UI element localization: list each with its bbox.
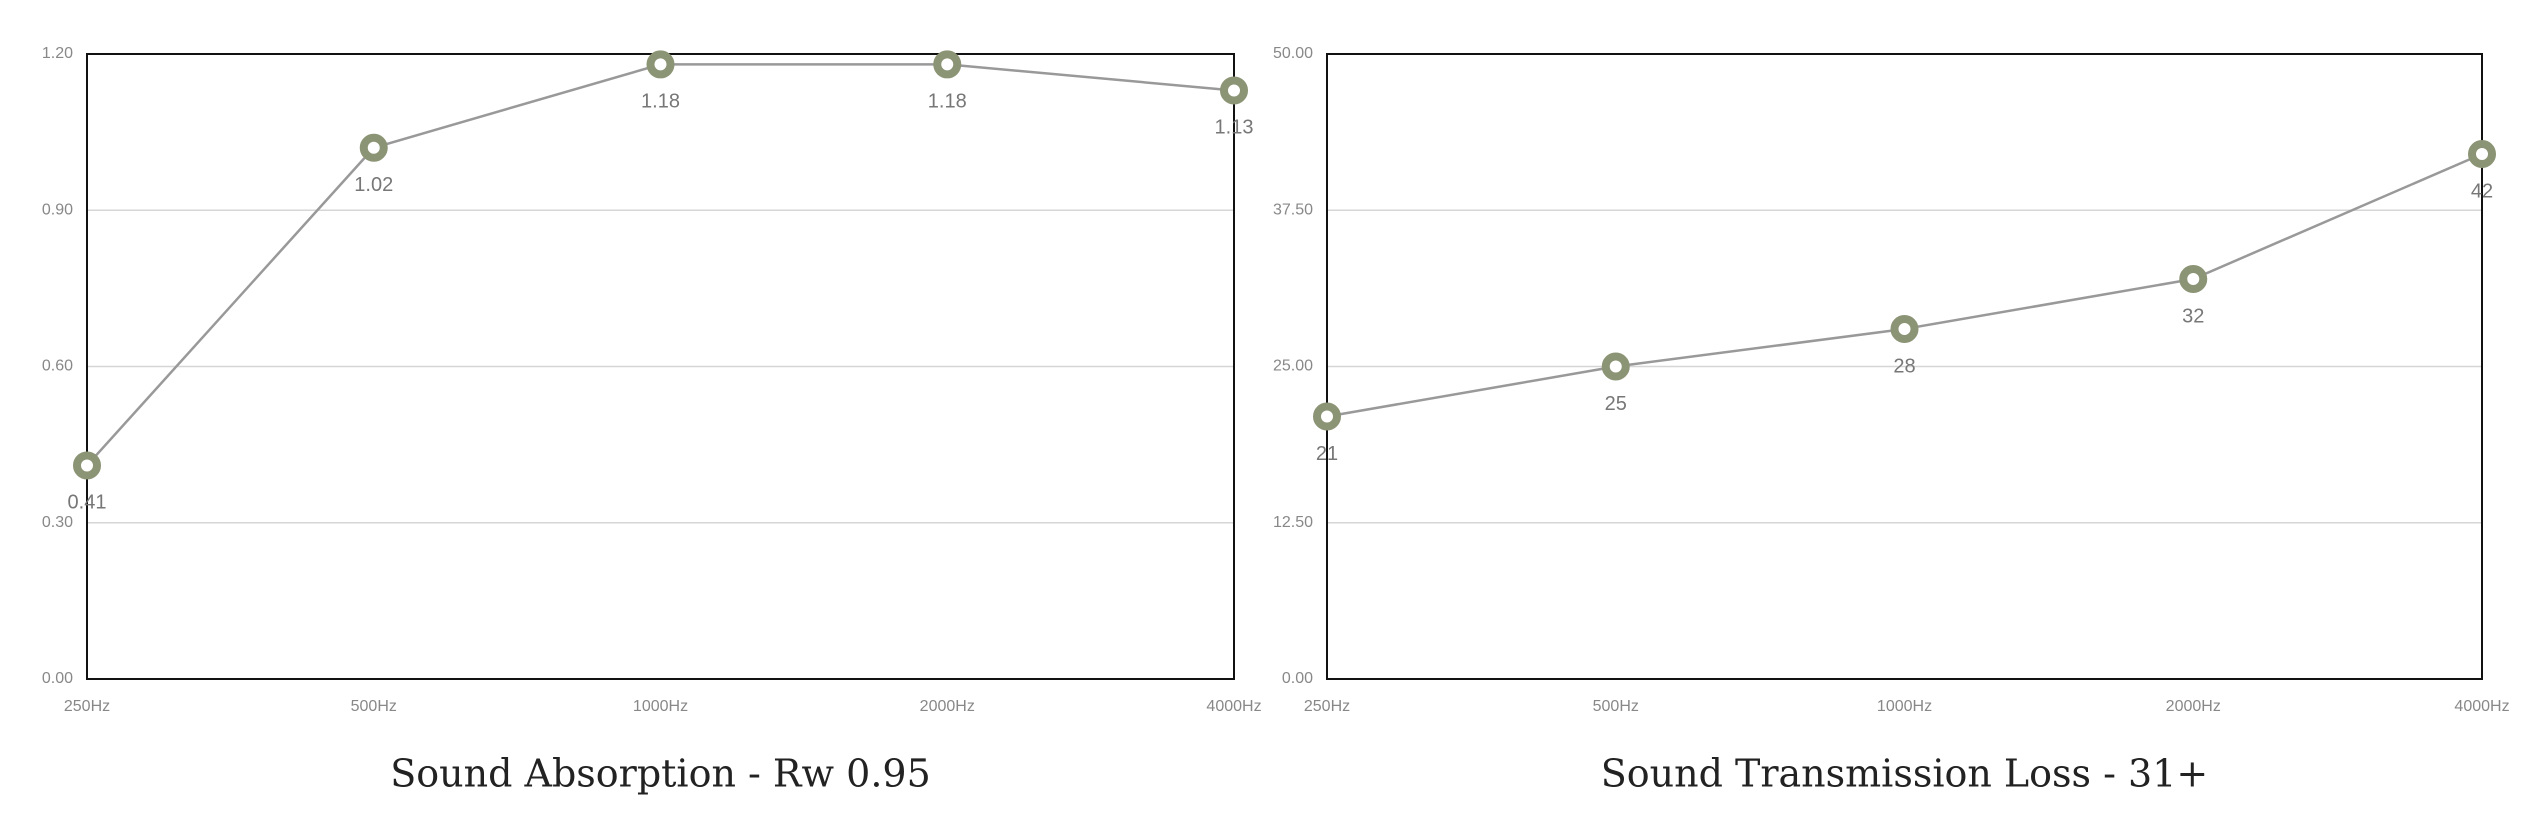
y-tick-label: 0.00 — [1282, 670, 1313, 687]
data-label: 21 — [1316, 443, 1338, 465]
x-tick-label: 500Hz — [351, 698, 397, 715]
data-point — [73, 451, 101, 480]
x-tick-label: 500Hz — [1593, 698, 1639, 715]
data-point — [1220, 76, 1248, 105]
data-line — [86, 63, 1235, 467]
x-tick-label: 4000Hz — [2454, 698, 2509, 715]
data-label: 1.13 — [1215, 117, 1254, 139]
y-tick-label: 1.20 — [42, 45, 73, 62]
chart: 0.00 0.30 0.60 0.90 1.20 250Hz 500Hz 1000Hz 2000… — [42, 45, 1262, 795]
data-label: 1.02 — [354, 174, 393, 196]
data-label: 42 — [2471, 180, 2493, 202]
y-tick-label: 0.30 — [42, 514, 73, 531]
data-label: 28 — [1893, 355, 1915, 377]
x-tick-label: 2000Hz — [2166, 698, 2221, 715]
data-label: 1.18 — [641, 91, 680, 113]
y-tick-label: 37.50 — [1273, 201, 1313, 218]
data-label: 32 — [2182, 305, 2204, 327]
data-point — [1601, 352, 1630, 381]
x-tick-label: 250Hz — [64, 698, 110, 715]
chart: 0.00 12.50 25.00 37.50 50.00 250Hz 500Hz 1000Hz… — [1273, 45, 2510, 795]
x-tick-label: 1000Hz — [633, 698, 688, 715]
data-point — [1890, 315, 1919, 343]
data-point — [2179, 265, 2208, 293]
y-tick-label: 50.00 — [1273, 45, 1313, 62]
x-tick-label: 1000Hz — [1877, 698, 1932, 715]
data-label: 1.18 — [928, 91, 967, 113]
chart-title: Sound Absorption - Rw 0.95 — [390, 752, 931, 796]
y-tick-label: 0.60 — [42, 358, 73, 375]
y-tick-label: 0.90 — [42, 201, 73, 218]
y-tick-label: 25.00 — [1273, 358, 1313, 375]
x-tick-label: 4000Hz — [1206, 698, 1261, 715]
data-label: 25 — [1605, 393, 1627, 415]
data-point — [1313, 402, 1341, 431]
data-point — [2468, 140, 2496, 168]
data-point — [646, 50, 675, 79]
data-point — [359, 133, 388, 162]
data-label: 0.41 — [68, 492, 107, 514]
plot-border — [1326, 53, 2483, 680]
x-tick-label: 250Hz — [1304, 698, 1350, 715]
data-point — [933, 50, 962, 79]
y-tick-label: 0.00 — [42, 670, 73, 687]
y-tick-label: 12.50 — [1273, 514, 1313, 531]
chart-title: Sound Transmission Loss - 31+ — [1601, 752, 2208, 796]
x-tick-label: 2000Hz — [920, 698, 975, 715]
